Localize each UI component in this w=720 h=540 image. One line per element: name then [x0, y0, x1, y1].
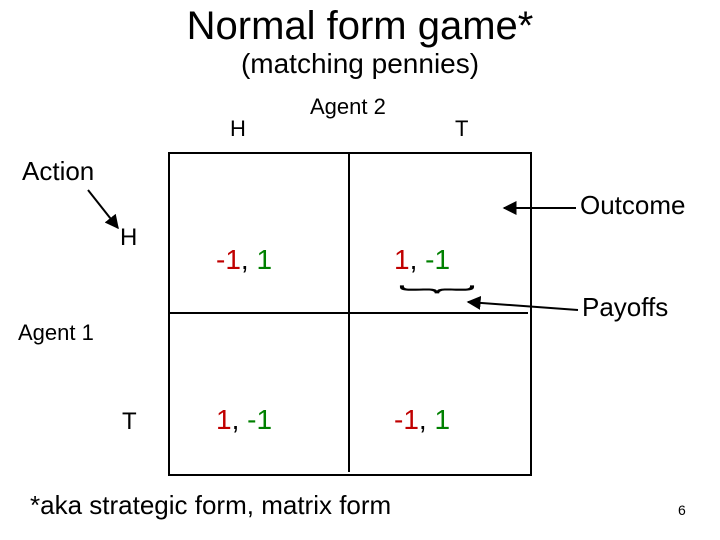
- cell-TH-p1: 1: [216, 404, 232, 435]
- arrow-action: [88, 190, 118, 228]
- cell-TH: 1, -1: [216, 404, 272, 436]
- row-header-T: T: [122, 408, 137, 436]
- label-agent-2: Agent 2: [310, 94, 386, 120]
- cell-HH-p1: -1: [216, 244, 241, 275]
- cell-TT-p1: -1: [394, 404, 419, 435]
- cell-HH-p2: 1: [256, 244, 272, 275]
- label-payoffs: Payoffs: [582, 292, 668, 323]
- cell-HH: -1, 1: [216, 244, 272, 276]
- brace-under-outcome: ︸: [398, 276, 476, 320]
- cell-TT-p2: 1: [434, 404, 450, 435]
- cell-HT-p1: 1: [394, 244, 410, 275]
- cell-HT-p2: -1: [425, 244, 450, 275]
- label-outcome: Outcome: [580, 190, 686, 221]
- col-header-T: T: [455, 116, 468, 142]
- page-title: Normal form game*: [0, 4, 720, 49]
- cell-HT: 1, -1: [394, 244, 450, 276]
- label-action: Action: [22, 156, 94, 187]
- label-agent-1: Agent 1: [18, 320, 94, 346]
- page-subtitle: (matching pennies): [0, 48, 720, 80]
- col-header-H: H: [230, 116, 246, 142]
- cell-TH-p2: -1: [247, 404, 272, 435]
- cell-TT: -1, 1: [394, 404, 450, 436]
- footnote: *aka strategic form, matrix form: [30, 490, 391, 521]
- row-header-H: H: [120, 224, 137, 252]
- page-number: 6: [678, 502, 686, 518]
